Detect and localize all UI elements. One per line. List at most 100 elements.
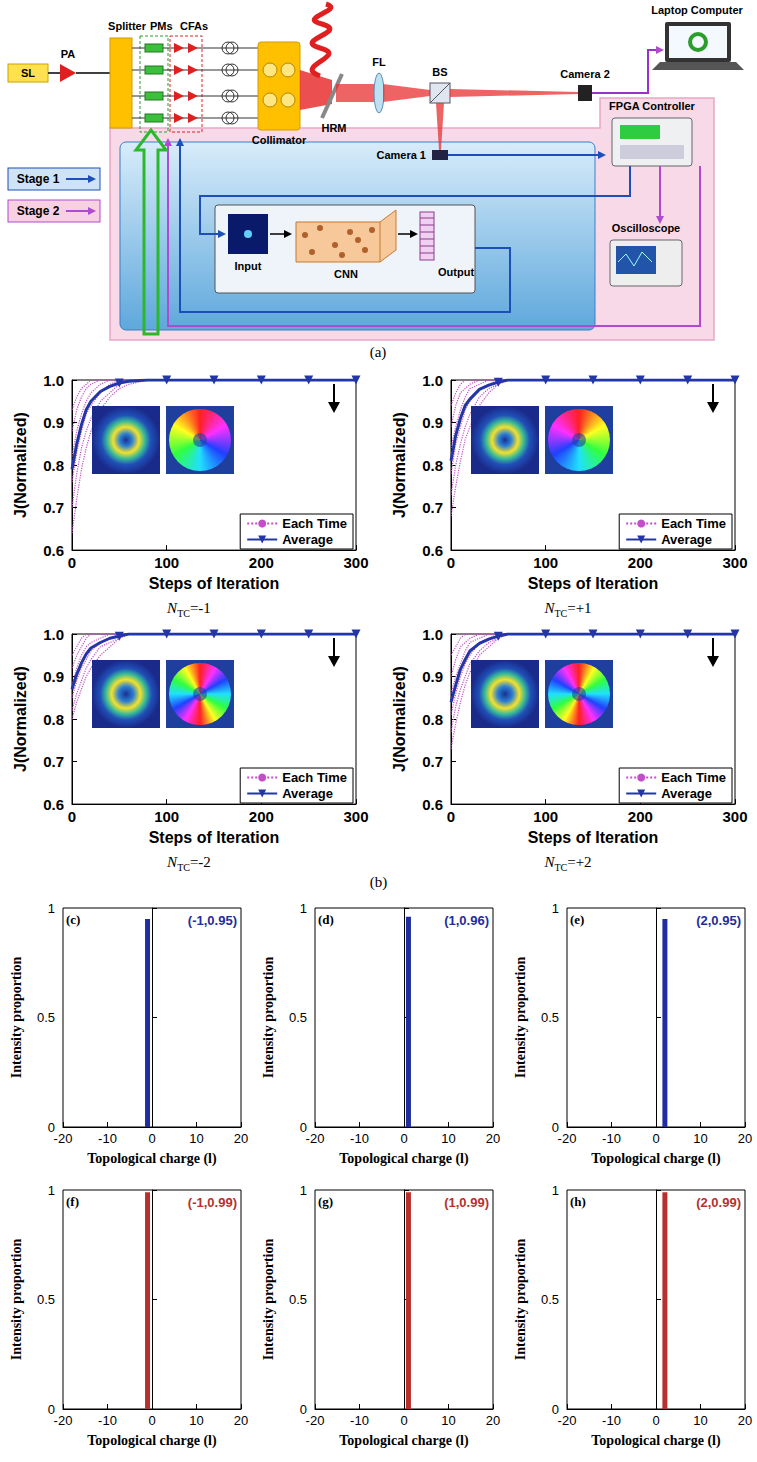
svg-text:Stage 1: Stage 1: [17, 172, 60, 186]
svg-text:Each Time: Each Time: [661, 516, 726, 531]
svg-text:300: 300: [343, 808, 368, 825]
svg-text:10: 10: [693, 1413, 707, 1428]
svg-text:Oscilloscope: Oscilloscope: [612, 222, 680, 234]
svg-text:0.7: 0.7: [422, 499, 443, 516]
svg-text:0.9: 0.9: [43, 414, 64, 431]
svg-text:-10: -10: [602, 1131, 621, 1146]
svg-text:-20: -20: [306, 1413, 325, 1428]
svg-text:0.7: 0.7: [43, 499, 64, 516]
svg-text:(g): (g): [318, 1194, 333, 1209]
svg-text:SL: SL: [21, 67, 35, 79]
svg-text:-20: -20: [54, 1131, 73, 1146]
svg-text:Camera 2: Camera 2: [560, 68, 610, 80]
svg-text:Intensity proportion: Intensity proportion: [261, 1239, 276, 1361]
svg-text:0: 0: [447, 808, 455, 825]
svg-text:(a): (a): [370, 344, 387, 361]
svg-text:200: 200: [628, 808, 653, 825]
svg-text:1: 1: [48, 1183, 55, 1198]
svg-text:1.0: 1.0: [422, 372, 443, 389]
svg-text:Intensity proportion: Intensity proportion: [261, 957, 276, 1079]
svg-text:Topological charge (l): Topological charge (l): [591, 1151, 721, 1167]
svg-text:0: 0: [652, 1131, 659, 1146]
svg-text:Steps of Iteration: Steps of Iteration: [149, 829, 280, 846]
svg-text:Steps of Iteration: Steps of Iteration: [528, 575, 659, 592]
svg-text:Average: Average: [282, 532, 333, 547]
svg-text:FL: FL: [372, 56, 386, 68]
svg-text:(-1,0.95): (-1,0.95): [188, 913, 237, 928]
svg-text:0: 0: [68, 554, 76, 571]
svg-text:1.0: 1.0: [43, 626, 64, 643]
svg-text:CFAs: CFAs: [180, 20, 208, 32]
svg-text:20: 20: [738, 1131, 752, 1146]
svg-text:10: 10: [189, 1131, 203, 1146]
svg-text:Topological charge (l): Topological charge (l): [87, 1151, 217, 1167]
svg-text:200: 200: [249, 808, 274, 825]
svg-text:0.6: 0.6: [422, 796, 443, 813]
svg-text:(1,0.96): (1,0.96): [444, 913, 489, 928]
svg-text:J(Normalized): J(Normalized): [391, 412, 408, 518]
svg-text:0.7: 0.7: [422, 753, 443, 770]
svg-text:0: 0: [447, 554, 455, 571]
svg-text:20: 20: [486, 1413, 500, 1428]
svg-text:100: 100: [533, 554, 558, 571]
svg-text:0: 0: [652, 1413, 659, 1428]
svg-text:Each Time: Each Time: [282, 770, 347, 785]
svg-text:200: 200: [249, 554, 274, 571]
svg-text:(1,0.99): (1,0.99): [444, 1195, 489, 1210]
svg-text:Laptop Computer: Laptop Computer: [651, 4, 743, 16]
svg-text:0: 0: [148, 1131, 155, 1146]
svg-text:-20: -20: [558, 1131, 577, 1146]
svg-text:J(Normalized): J(Normalized): [12, 666, 29, 772]
svg-text:-10: -10: [350, 1413, 369, 1428]
svg-text:-10: -10: [98, 1131, 117, 1146]
svg-text:Intensity proportion: Intensity proportion: [9, 957, 24, 1079]
svg-text:20: 20: [234, 1413, 248, 1428]
svg-text:J(Normalized): J(Normalized): [391, 666, 408, 772]
svg-text:Topological charge (l): Topological charge (l): [87, 1433, 217, 1449]
svg-text:BS: BS: [432, 66, 447, 78]
svg-text:0: 0: [400, 1131, 407, 1146]
svg-text:10: 10: [441, 1413, 455, 1428]
svg-text:0: 0: [148, 1413, 155, 1428]
svg-text:0.6: 0.6: [43, 796, 64, 813]
svg-text:Collimator: Collimator: [252, 134, 307, 146]
svg-text:Topological charge (l): Topological charge (l): [339, 1151, 469, 1167]
svg-text:(e): (e): [570, 912, 584, 927]
svg-text:0.9: 0.9: [43, 668, 64, 685]
svg-text:100: 100: [533, 808, 558, 825]
svg-text:0.5: 0.5: [289, 1292, 307, 1307]
svg-text:100: 100: [154, 554, 179, 571]
svg-text:0: 0: [68, 808, 76, 825]
svg-text:Each Time: Each Time: [282, 516, 347, 531]
svg-text:(d): (d): [318, 912, 334, 927]
svg-text:Input: Input: [235, 260, 262, 272]
svg-text:200: 200: [628, 554, 653, 571]
svg-text:-20: -20: [306, 1131, 325, 1146]
svg-text:Steps of Iteration: Steps of Iteration: [528, 829, 659, 846]
svg-text:(h): (h): [570, 1194, 586, 1209]
svg-text:PMs: PMs: [150, 20, 173, 32]
svg-text:0.6: 0.6: [422, 542, 443, 559]
svg-text:1: 1: [300, 1183, 307, 1198]
svg-text:PA: PA: [61, 48, 76, 60]
svg-text:0.5: 0.5: [541, 1010, 559, 1025]
svg-text:-10: -10: [602, 1413, 621, 1428]
svg-text:0.5: 0.5: [37, 1292, 55, 1307]
svg-text:Intensity proportion: Intensity proportion: [513, 957, 528, 1079]
svg-text:0: 0: [400, 1413, 407, 1428]
svg-text:0.8: 0.8: [43, 711, 64, 728]
svg-text:1: 1: [48, 901, 55, 916]
svg-text:(f): (f): [66, 1194, 79, 1209]
svg-text:Average: Average: [661, 786, 712, 801]
svg-text:0.9: 0.9: [422, 668, 443, 685]
svg-text:20: 20: [738, 1413, 752, 1428]
svg-text:10: 10: [189, 1413, 203, 1428]
svg-text:CNN: CNN: [334, 268, 358, 280]
svg-text:Average: Average: [661, 532, 712, 547]
svg-text:0.5: 0.5: [37, 1010, 55, 1025]
svg-text:Topological charge (l): Topological charge (l): [339, 1433, 469, 1449]
svg-text:0.5: 0.5: [289, 1010, 307, 1025]
svg-text:Splitter: Splitter: [108, 20, 147, 32]
svg-text:(-1,0.99): (-1,0.99): [188, 1195, 237, 1210]
svg-text:FPGA Controller: FPGA Controller: [609, 100, 695, 112]
